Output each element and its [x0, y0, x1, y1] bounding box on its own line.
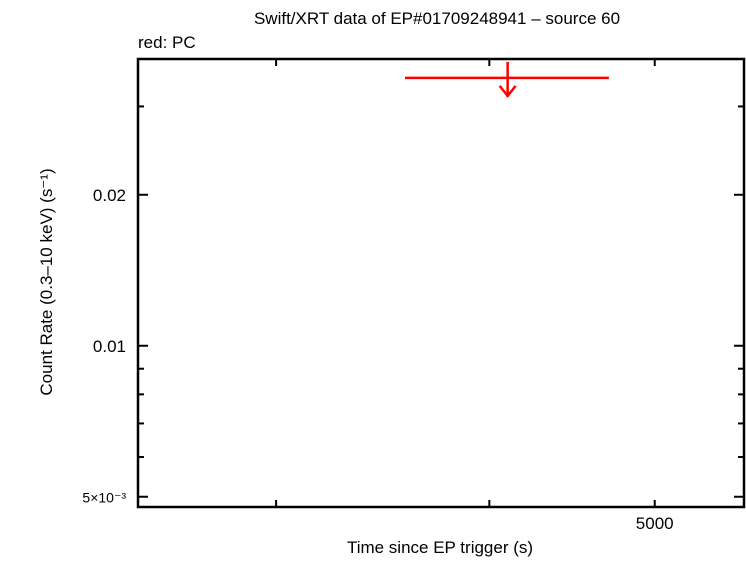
y-axis-label: Count Rate (0.3–10 keV) (s⁻¹): [37, 168, 56, 395]
x-axis-label: Time since EP trigger (s): [347, 538, 533, 557]
y-tick-label: 0.01: [93, 337, 126, 356]
chart-title: Swift/XRT data of EP#01709248941 – sourc…: [254, 9, 620, 28]
y-tick-label: 5×10⁻³: [82, 490, 126, 506]
chart-subtitle: red: PC: [138, 33, 196, 52]
x-tick-label: 5000: [636, 514, 674, 533]
y-tick-label: 0.02: [93, 186, 126, 205]
plot-frame: [136, 57, 746, 509]
upper-limit-arrow-icon: [498, 85, 517, 98]
